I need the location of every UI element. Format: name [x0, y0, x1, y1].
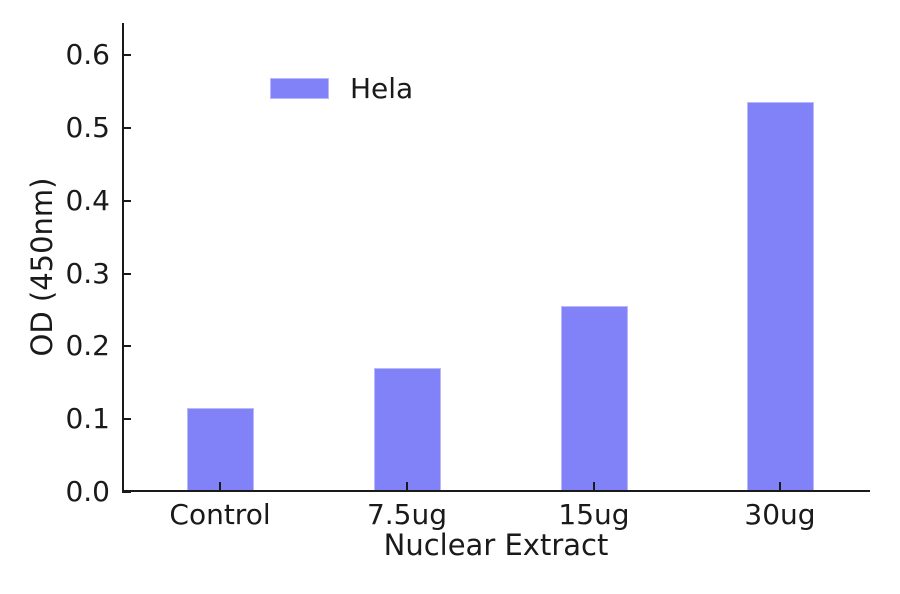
bar-Control [186, 408, 254, 492]
y-tick-label: 0.3 [65, 256, 110, 290]
x-axis-label: Nuclear Extract [383, 528, 609, 562]
x-tick-mark [219, 482, 221, 491]
bar-30ug [746, 102, 814, 492]
y-tick-label: 0.5 [65, 110, 110, 144]
y-tick-mark [122, 418, 131, 421]
bar-15ug [560, 306, 628, 492]
y-tick-mark [122, 126, 131, 129]
x-tick-mark [779, 482, 781, 491]
x-axis-line [122, 490, 870, 492]
x-tick-mark [593, 482, 595, 491]
y-tick-label: 0.1 [65, 402, 110, 436]
y-tick-mark [122, 491, 131, 493]
y-axis-line [122, 23, 124, 492]
y-tick-label: 0.6 [65, 38, 110, 72]
y-tick-label: 0.4 [65, 183, 110, 217]
y-tick-label: 0.2 [65, 329, 110, 363]
x-tick-label-7.5ug: 7.5ug [366, 498, 448, 531]
legend: Hela [270, 72, 413, 105]
y-tick-mark [122, 345, 131, 348]
x-tick-mark [406, 482, 408, 491]
x-tick-label-15ug: 15ug [558, 498, 630, 531]
legend-swatch [270, 78, 329, 99]
x-tick-label-30ug: 30ug [744, 498, 816, 531]
y-tick-mark [122, 54, 131, 57]
bar-7.5ug [373, 368, 441, 492]
y-tick-label: 0.0 [65, 475, 110, 508]
y-tick-mark [122, 199, 131, 202]
y-tick-mark [122, 272, 131, 275]
legend-label: Hela [350, 72, 414, 105]
plot-area: Hela [122, 23, 870, 493]
x-tick-label-Control: Control [169, 498, 271, 531]
